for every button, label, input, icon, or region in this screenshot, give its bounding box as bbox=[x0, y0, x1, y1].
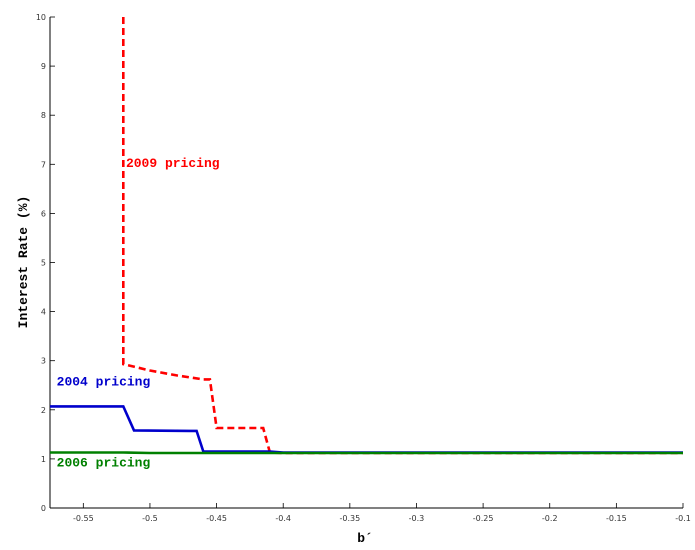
x-tick-label: -0.15 bbox=[606, 514, 627, 523]
series-line-2004 bbox=[50, 405, 683, 454]
x-tick-label: -0.35 bbox=[339, 514, 360, 523]
annotation-2004-pricing: 2004 pricing bbox=[57, 374, 151, 389]
x-tick-label: -0.25 bbox=[473, 514, 494, 523]
y-tick-label: 8 bbox=[41, 111, 46, 120]
y-tick-label: 5 bbox=[41, 259, 46, 268]
annotation-2006-pricing: 2006 pricing bbox=[57, 455, 151, 470]
y-tick-label: 10 bbox=[36, 13, 46, 22]
y-tick-label: 7 bbox=[41, 160, 46, 169]
x-tick-label: -0.4 bbox=[275, 514, 291, 523]
x-tick-label: -0.55 bbox=[73, 514, 94, 523]
y-tick-label: 6 bbox=[41, 209, 46, 218]
x-tick-label: -0.45 bbox=[206, 514, 227, 523]
y-tick-label: 2 bbox=[41, 406, 46, 415]
y-tick-label: 9 bbox=[41, 62, 46, 71]
annotation-2009-pricing: 2009 pricing bbox=[126, 156, 220, 171]
x-tick-label: -0.2 bbox=[542, 514, 558, 523]
y-tick-label: 3 bbox=[41, 357, 46, 366]
y-tick-label: 4 bbox=[41, 308, 46, 317]
x-tick-label: -0.1 bbox=[675, 514, 691, 523]
y-tick-label: 0 bbox=[41, 504, 46, 513]
y-tick-label: 1 bbox=[41, 455, 46, 464]
x-tick-label: -0.3 bbox=[409, 514, 425, 523]
series-line-2009 bbox=[122, 17, 683, 455]
plot-area: 0 1 2 3 4 5 6 7 8 9 10 -0.55 -0.5 -0.45 -0.4 -0.35 -0.3 -… bbox=[36, 13, 691, 523]
x-axis-label: b´ bbox=[357, 531, 373, 546]
series-line-2006 bbox=[50, 451, 683, 455]
y-axis-label: Interest Rate (%) bbox=[16, 196, 31, 329]
x-tick-label: -0.5 bbox=[142, 514, 158, 523]
